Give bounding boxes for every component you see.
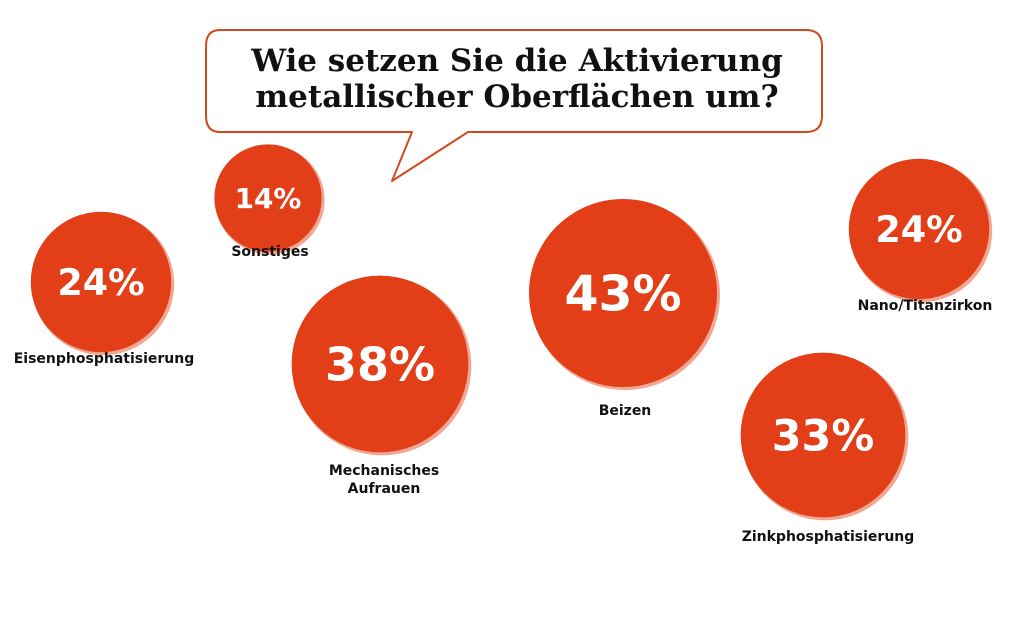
title-callout: Wie setzen Sie die Aktivierung metallisc… — [205, 29, 823, 182]
bubble-circle-zinkphosphatisierung — [740, 352, 906, 518]
bubble-mechanisches-aufrauen: 38% Mechanisches Aufrauen — [291, 275, 472, 497]
bubble-label-zinkphosphatisierung: Zinkphosphatisierung — [742, 529, 915, 545]
bubble-circle-eisenphosphatisierung — [30, 211, 172, 353]
chart-title-line-1: Wie setzen Sie die Aktivierung — [250, 43, 783, 79]
bubble-beizen: 43% Beizen — [529, 199, 720, 419]
bubble-label-beizen: Beizen — [599, 403, 652, 419]
bubble-value-eisenphosphatisierung: 24% — [57, 261, 144, 304]
bubble-value-mechanisches-aufrauen: 38% — [325, 338, 435, 392]
bubble-value-nano-titanzirkon: 24% — [875, 208, 962, 251]
bubbles-group: 14% Sonstiges 24% Eisenphosphatisierung 38% M… — [14, 144, 993, 545]
bubble-label-line: Zinkphosphatisierung — [742, 529, 915, 545]
bubble-circle-mechanisches-aufrauen — [291, 275, 469, 453]
bubble-circle-sonstiges — [214, 144, 322, 252]
bubble-label-line: Aufrauen — [348, 481, 421, 497]
bubble-eisenphosphatisierung: 24% Eisenphosphatisierung — [14, 211, 195, 367]
bubble-zinkphosphatisierung: 33% Zinkphosphatisierung — [740, 352, 915, 545]
bubble-label-line: Beizen — [599, 403, 652, 419]
bubble-label-nano-titanzirkon: Nano/Titanzirkon — [858, 298, 993, 314]
bubble-value-beizen: 43% — [564, 266, 681, 323]
bubble-label-eisenphosphatisierung: Eisenphosphatisierung — [14, 351, 195, 367]
chart-title-line-2: metallischer Oberflächen um? — [255, 79, 778, 115]
bubble-label-mechanisches-aufrauen: Mechanisches Aufrauen — [329, 463, 439, 497]
bubble-label-sonstiges: Sonstiges — [231, 244, 308, 260]
speech-bubble-outline — [205, 29, 823, 182]
bubble-value-zinkphosphatisierung: 33% — [772, 411, 874, 461]
bubble-nano-titanzirkon: 24% Nano/Titanzirkon — [848, 158, 993, 314]
bubble-circle-beizen — [529, 199, 717, 387]
bubble-sonstiges: 14% Sonstiges — [214, 144, 325, 260]
bubble-value-sonstiges: 14% — [235, 182, 302, 215]
bubble-label-line: Mechanisches — [329, 463, 439, 479]
bubble-circle-nano-titanzirkon — [848, 158, 990, 300]
bubble-label-line: Eisenphosphatisierung — [14, 351, 195, 367]
bubble-label-line: Nano/Titanzirkon — [858, 298, 993, 314]
bubble-label-line: Sonstiges — [231, 244, 308, 260]
